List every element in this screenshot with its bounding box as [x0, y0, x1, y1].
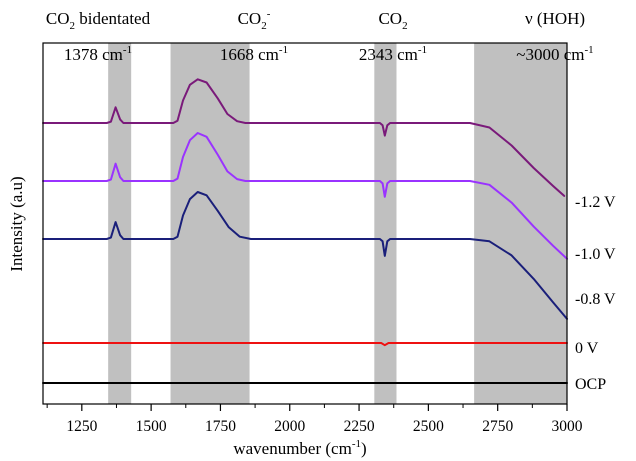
series-labels: -1.2 V -1.0 V -0.8 V 0 V OCP [575, 194, 616, 393]
band-label-wavenumber: 2343 cm-1 [359, 44, 427, 64]
series-label: -1.0 V [575, 246, 616, 263]
band-label-species: CO2 [378, 9, 407, 32]
x-tick-label: 2750 [482, 418, 513, 435]
series-label: -1.2 V [575, 194, 616, 211]
band-label-wavenumber: ~3000 cm-1 [516, 44, 593, 64]
band-label-species: CO2- [238, 8, 271, 32]
series-label: -0.8 V [575, 291, 616, 308]
plot-series [42, 78, 568, 384]
series-line [42, 132, 568, 260]
shaded-band [108, 43, 132, 404]
shaded-bands [108, 43, 567, 404]
band-label-species: CO2 bidentated [46, 9, 151, 32]
band-label-wavenumber: 1668 cm-1 [220, 44, 288, 64]
series-label: 0 V [575, 340, 599, 357]
x-tick-label: 3000 [552, 418, 583, 435]
x-tick-label: 2500 [413, 418, 444, 435]
x-tick-label: 2250 [344, 418, 375, 435]
series-label: OCP [575, 376, 606, 393]
x-axis-title: wavenumber (cm-1) [233, 438, 366, 458]
series-line [42, 342, 568, 347]
y-axis-title: Intensity (a.u) [7, 176, 26, 271]
shaded-band [474, 43, 567, 404]
band-label-species: ν (HOH) [525, 9, 585, 28]
shaded-band [374, 43, 397, 404]
x-tick-label: 2000 [274, 418, 305, 435]
x-tick-label: 1250 [66, 418, 97, 435]
series-line [42, 191, 568, 320]
x-tick-label: 1750 [205, 418, 236, 435]
series-line [42, 78, 566, 197]
plot-frame [42, 42, 568, 405]
band-label-wavenumber: 1378 cm-1 [64, 44, 132, 64]
x-axis-ticks: 1250 1500 1750 2000 2250 2500 2750 3000 [46, 404, 583, 435]
shaded-band [170, 43, 250, 404]
x-tick-label: 1500 [136, 418, 167, 435]
